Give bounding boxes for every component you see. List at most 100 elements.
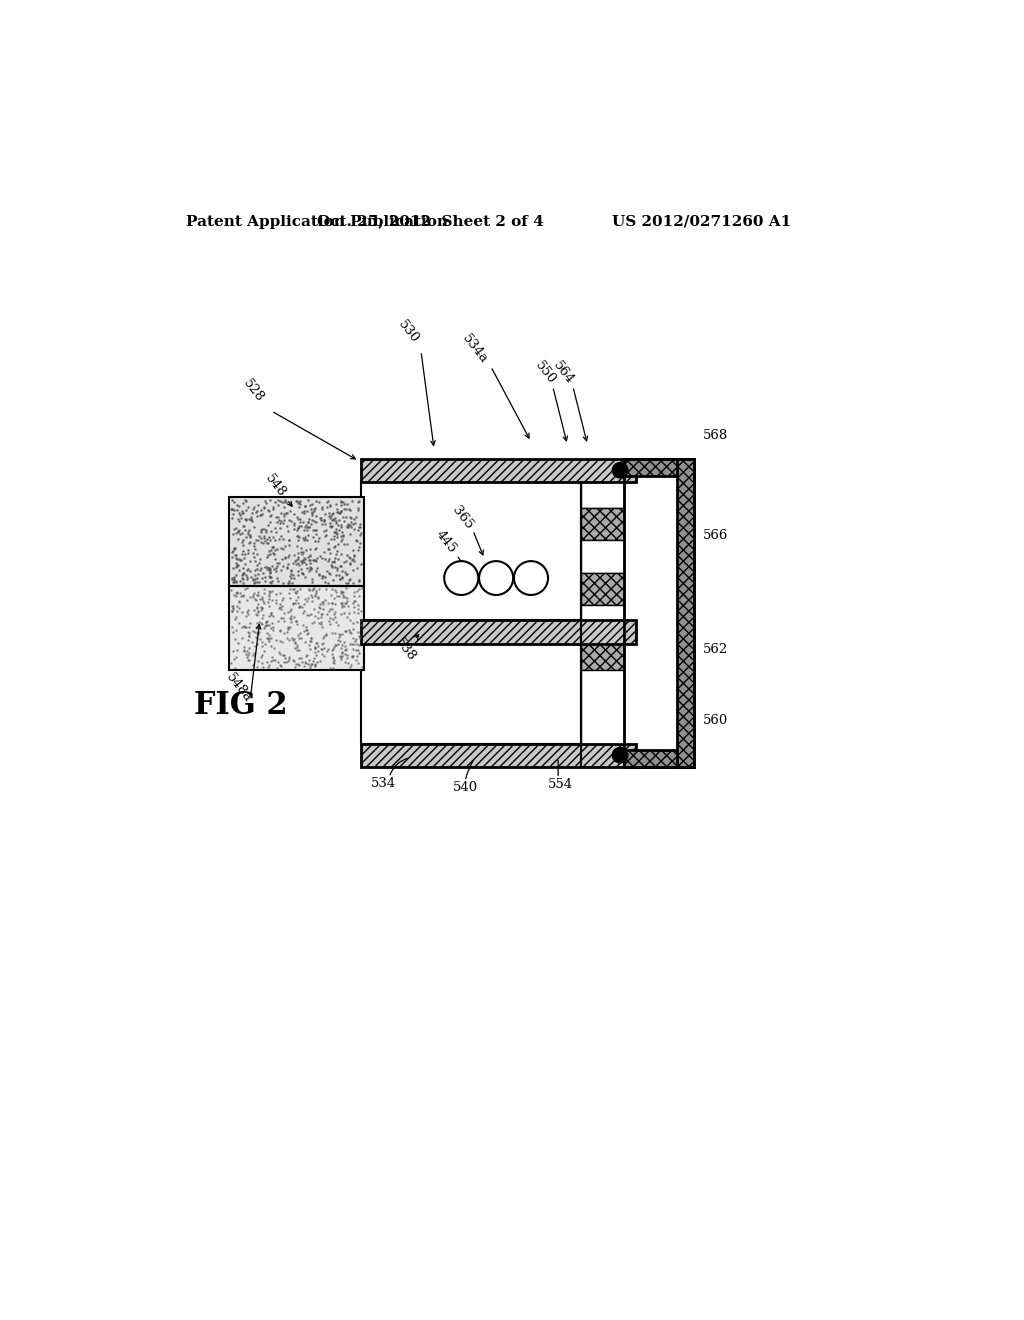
Point (343, 622, 359, 643)
Point (283, 560, 299, 581)
Point (307, 581, 324, 602)
Point (289, 507, 305, 528)
Point (332, 645, 348, 667)
Point (342, 515, 358, 536)
Point (337, 652, 353, 673)
Point (257, 570, 273, 591)
Point (313, 499, 330, 520)
Point (223, 568, 240, 589)
Point (340, 652, 356, 673)
Point (308, 632, 325, 653)
Text: Patent Application Publication: Patent Application Publication (186, 215, 449, 228)
Point (289, 525, 305, 546)
Point (307, 585, 324, 606)
Point (261, 527, 278, 548)
Point (253, 599, 269, 620)
Point (266, 638, 283, 659)
Point (264, 605, 281, 626)
Point (290, 593, 306, 614)
Point (301, 649, 317, 671)
Point (315, 626, 332, 647)
Point (308, 490, 325, 511)
Point (244, 511, 260, 532)
Point (300, 587, 316, 609)
Point (331, 565, 347, 586)
Point (273, 607, 290, 628)
Point (267, 517, 284, 539)
Point (264, 589, 281, 610)
Point (342, 656, 358, 677)
Point (292, 578, 308, 599)
Point (324, 598, 340, 619)
Point (349, 612, 366, 634)
Point (310, 640, 327, 661)
Point (239, 510, 255, 531)
Point (274, 587, 291, 609)
Point (225, 566, 242, 587)
Point (228, 554, 245, 576)
Point (285, 593, 301, 614)
Point (266, 529, 283, 550)
Point (241, 524, 257, 545)
Point (264, 496, 281, 517)
Point (289, 520, 305, 541)
Point (353, 523, 370, 544)
Point (280, 553, 296, 574)
Point (328, 564, 344, 585)
Point (264, 527, 281, 548)
Point (223, 541, 240, 562)
Point (275, 496, 292, 517)
Text: 534: 534 (371, 777, 396, 791)
Point (332, 502, 348, 523)
Point (249, 597, 265, 618)
Bar (582, 540, 624, 573)
Point (262, 490, 279, 511)
Point (224, 616, 241, 638)
Point (234, 492, 251, 513)
Point (294, 550, 310, 572)
Point (334, 623, 350, 644)
Point (236, 502, 252, 523)
Text: US 2012/0271260 A1: US 2012/0271260 A1 (612, 215, 792, 228)
Point (283, 568, 299, 589)
Bar (582, 475, 624, 508)
Point (224, 598, 241, 619)
Point (245, 655, 261, 676)
Point (333, 605, 349, 626)
Point (275, 491, 292, 512)
Point (259, 558, 275, 579)
Point (342, 610, 358, 631)
Point (348, 529, 365, 550)
Point (350, 603, 367, 624)
Point (311, 491, 328, 512)
Point (290, 517, 306, 539)
Bar (360, 482, 582, 620)
Point (342, 569, 358, 590)
Point (249, 554, 265, 576)
Point (236, 639, 252, 660)
Point (260, 595, 276, 616)
Point (226, 519, 243, 540)
Point (262, 561, 279, 582)
Point (345, 618, 361, 639)
Point (331, 520, 347, 541)
Point (312, 639, 329, 660)
Point (283, 564, 299, 585)
Point (292, 508, 308, 529)
Point (299, 619, 315, 640)
Point (317, 525, 334, 546)
Point (305, 648, 322, 669)
Point (322, 507, 338, 528)
Point (271, 620, 288, 642)
Point (302, 631, 318, 652)
Point (302, 539, 318, 560)
Point (339, 591, 355, 612)
Point (334, 521, 350, 543)
Point (256, 640, 272, 661)
Point (351, 627, 368, 648)
Point (240, 644, 256, 665)
Point (224, 507, 241, 528)
Point (326, 649, 342, 671)
Point (334, 593, 350, 614)
Point (228, 601, 245, 622)
